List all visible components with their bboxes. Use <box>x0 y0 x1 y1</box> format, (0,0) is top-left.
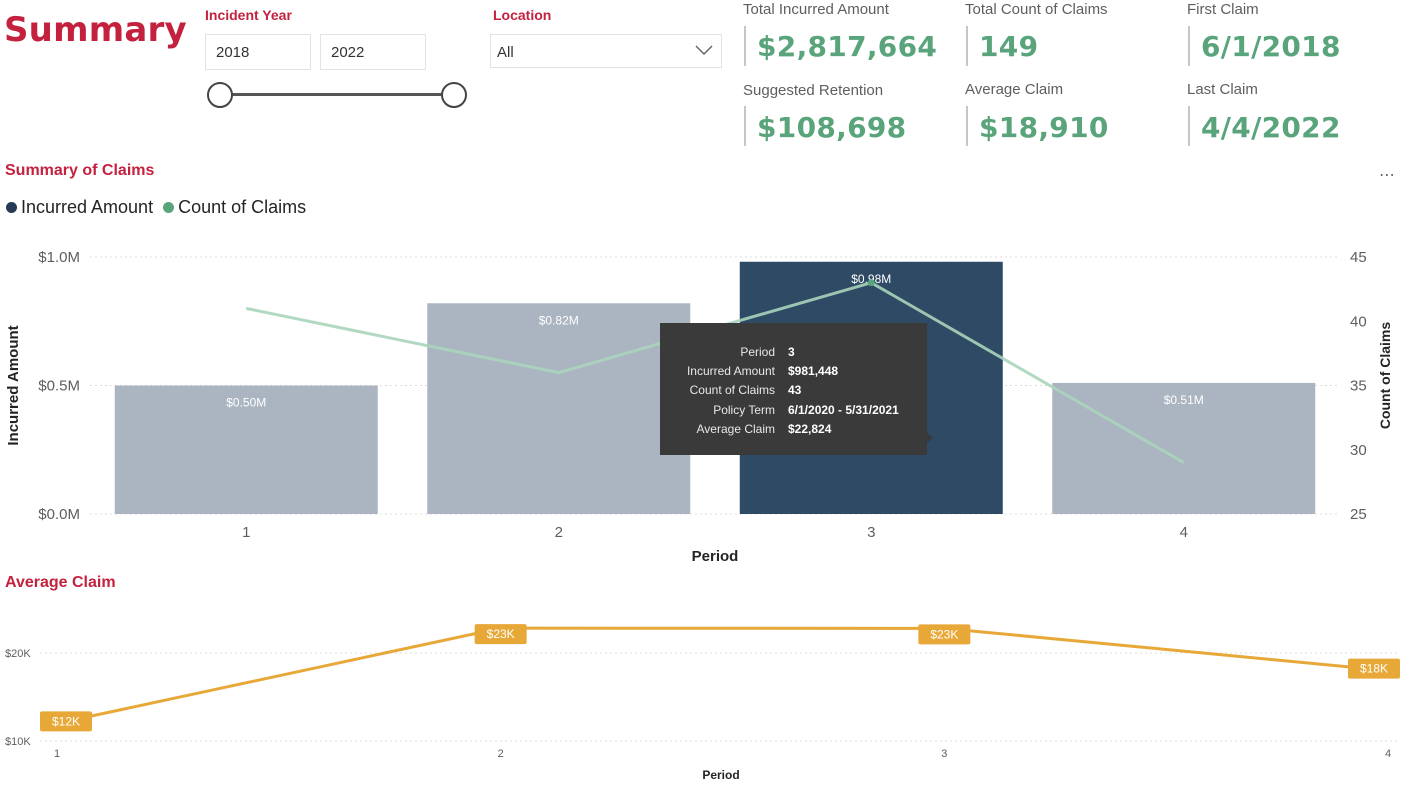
legend-dot-count <box>163 202 175 213</box>
card-divider <box>966 106 968 146</box>
x-tick-label: 2 <box>498 748 504 760</box>
legend-dot-incurred <box>6 202 17 213</box>
bar-data-label: $0.98M <box>851 272 891 286</box>
year-start-input[interactable]: 2018 <box>205 34 311 70</box>
year-end-input[interactable]: 2022 <box>320 34 426 70</box>
bar-incurred-amount <box>1052 382 1316 514</box>
x-tick-label: 3 <box>867 524 875 541</box>
x-tick-label: 1 <box>54 748 60 760</box>
bar-data-label: $0.50M <box>226 396 266 410</box>
data-label: $23K <box>487 627 515 641</box>
y2-tick-label: 30 <box>1350 442 1367 459</box>
y2-tick-label: 25 <box>1350 506 1367 523</box>
data-label-badge <box>1348 658 1400 679</box>
bar-incurred-amount <box>114 385 378 514</box>
x-tick-label: 4 <box>1385 748 1391 760</box>
card-value: 149 <box>979 30 1039 63</box>
y2-tick-label: 35 <box>1350 378 1367 395</box>
card-label: Average Claim <box>965 81 1064 98</box>
location-selected-value: All <box>497 44 514 61</box>
card-label: First Claim <box>1187 1 1259 18</box>
x-axis-title: Period <box>702 768 739 782</box>
tooltip-row: Policy Term 6/1/2020 - 5/31/2021 <box>713 403 899 417</box>
point-count-of-claims <box>867 279 875 287</box>
y2-tick-label: 45 <box>1350 249 1367 266</box>
card-divider <box>1188 106 1190 146</box>
card-label: Suggested Retention <box>743 82 884 99</box>
bar-incurred-amount <box>427 303 691 514</box>
card-divider <box>744 106 746 146</box>
year-end-handle[interactable] <box>441 82 467 108</box>
data-label: $12K <box>52 714 80 728</box>
tooltip-pointer <box>926 432 933 444</box>
data-label-badge <box>40 711 92 732</box>
x-tick-label: 1 <box>242 524 250 541</box>
card-label: Total Incurred Amount <box>743 1 889 18</box>
tooltip-row: Count of Claims 43 <box>689 383 802 397</box>
x-tick-label: 3 <box>941 748 947 760</box>
y-tick-label: $20K <box>5 648 31 660</box>
average-claim-chart[interactable]: $10K $20K $12K $23K $23K $18K 1 2 3 4 Period <box>0 600 1405 787</box>
y-tick-label: $0.5M <box>38 378 80 395</box>
chart-legend: Incurred Amount Count of Claims <box>6 197 306 218</box>
card-value: 6/1/2018 <box>1201 30 1341 63</box>
card-divider <box>744 26 746 66</box>
y-tick-label: $10K <box>5 736 31 748</box>
summary-chart-title: Summary of Claims <box>5 162 155 179</box>
location-label: Location <box>493 7 552 23</box>
more-options-icon[interactable]: ⋯ <box>1379 165 1396 184</box>
y-axis-title: Incurred Amount <box>5 325 22 445</box>
y-tick-label: $1.0M <box>38 249 80 266</box>
tooltip-row: Period 3 <box>740 345 795 359</box>
chart-tooltip: Period 3 Incurred Amount $981,448 Count of… <box>660 323 927 455</box>
data-label: $23K <box>930 627 958 641</box>
card-divider <box>1188 26 1190 66</box>
legend-item-incurred[interactable]: Incurred Amount <box>21 197 154 217</box>
y2-axis-title: Count of Claims <box>1377 322 1393 430</box>
data-label: $18K <box>1360 662 1388 676</box>
data-label-badge <box>474 624 527 645</box>
bar-data-label: $0.51M <box>1164 393 1204 407</box>
card-value: $2,817,664 <box>757 30 938 63</box>
x-axis-title: Period <box>692 548 739 565</box>
y2-tick-label: 40 <box>1350 313 1367 330</box>
card-label: Last Claim <box>1187 81 1258 98</box>
data-label-badge <box>918 624 971 645</box>
card-value: $108,698 <box>757 111 907 144</box>
chevron-down-icon <box>695 45 713 56</box>
year-start-handle[interactable] <box>207 82 233 108</box>
card-value: 4/4/2022 <box>1201 111 1341 144</box>
x-tick-label: 4 <box>1180 524 1188 541</box>
legend-item-count[interactable]: Count of Claims <box>178 197 307 217</box>
card-divider <box>966 26 968 66</box>
y-tick-label: $0.0M <box>38 506 80 523</box>
page-title: Summary <box>4 10 187 50</box>
incident-year-label: Incident Year <box>205 7 292 23</box>
average-chart-title: Average Claim <box>5 574 116 591</box>
bar-data-label: $0.82M <box>539 313 579 327</box>
card-value: $18,910 <box>979 111 1109 144</box>
card-label: Total Count of Claims <box>965 1 1108 18</box>
line-average-claim <box>56 626 1389 725</box>
location-dropdown[interactable]: All <box>490 34 722 68</box>
tooltip-row: Average Claim $22,824 <box>696 422 832 436</box>
year-range-slider-track[interactable] <box>220 93 454 96</box>
x-tick-label: 2 <box>555 524 563 541</box>
tooltip-row: Incurred Amount $981,448 <box>686 364 839 378</box>
